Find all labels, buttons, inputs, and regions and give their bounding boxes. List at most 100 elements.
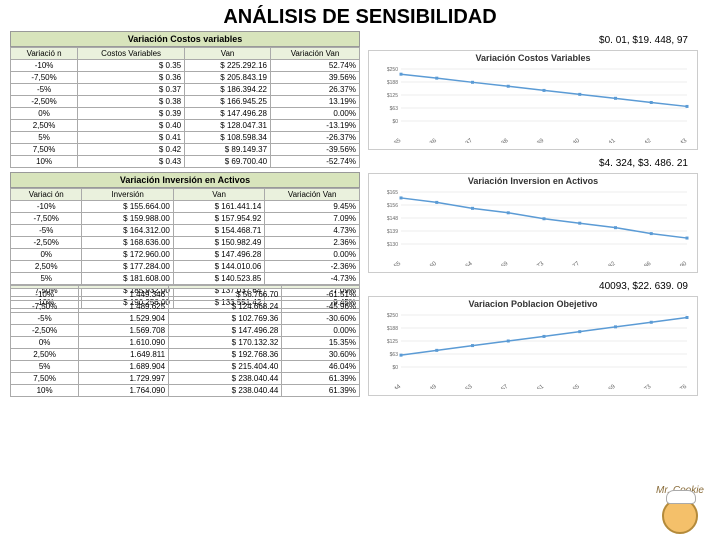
cell: $ 0.40 [78, 120, 185, 132]
page-title: ANÁLISIS DE SENSIBILIDAD [0, 0, 720, 31]
table-row: -7,50%1.489.625$ 124.668.24-45.96% [11, 301, 360, 313]
chart-inversion: Variación Inversion en Activos $155$160$… [368, 173, 698, 273]
charts-column: $0. 01, $19. 448, 97 Variación Costos Va… [368, 31, 698, 401]
cell: -39.56% [271, 144, 360, 156]
cell: 1.729.997 [79, 373, 169, 385]
cell: 15.35% [282, 337, 360, 349]
svg-text:$148: $148 [387, 216, 398, 222]
cell: $ 144.010.06 [173, 261, 264, 273]
cell: $ 181.608.00 [82, 273, 173, 285]
cookie-face-icon [662, 498, 698, 534]
cell: 2,50% [11, 261, 82, 273]
table-row: -10%$ 0.35$ 225.292.1652.74% [11, 60, 360, 72]
svg-text:1.57: 1.57 [497, 384, 510, 389]
cell: $ 124.668.24 [169, 301, 282, 313]
table-row: -5%$ 164.312.00$ 154.468.714.73% [11, 225, 360, 237]
cell: 46.04% [282, 361, 360, 373]
svg-text:$0,35: $0,35 [387, 138, 403, 143]
cell: 1.449.346 [79, 289, 169, 301]
cell: -5% [11, 313, 79, 325]
table-row: -10%1.449.346$ 56.766.70-61.51% [11, 289, 360, 301]
cell: 1.649.811 [79, 349, 169, 361]
cell: 0% [11, 108, 78, 120]
cell: -7,50% [11, 72, 78, 84]
cell: -5% [11, 225, 82, 237]
col-header: Variación Van [271, 48, 360, 60]
table-row: 7,50%1.729.997$ 238.040.4461.39% [11, 373, 360, 385]
table-row: 10%$ 0.43$ 69.700.40-52.74% [11, 156, 360, 168]
cell: 7,50% [11, 373, 79, 385]
cell: $ 238.040.44 [169, 385, 282, 397]
svg-text:$173: $173 [531, 261, 546, 266]
svg-text:$0,36: $0,36 [423, 138, 439, 143]
cell: -10% [11, 201, 82, 213]
col-header: Inversión [82, 189, 173, 201]
svg-text:$188: $188 [387, 326, 398, 332]
cell: 2,50% [11, 349, 79, 361]
svg-text:$156: $156 [387, 203, 398, 209]
table-row: 0%1.610.090$ 170.132.3215.35% [11, 337, 360, 349]
table-row: 7,50%$ 0.42$ 89.149.37-39.56% [11, 144, 360, 156]
chart-costos: Variación Costos Variables $0,35 $0,36 $0,… [368, 50, 698, 150]
cell: 26.37% [271, 84, 360, 96]
table-row: -5%1.529.904$ 102.769.36-30.60% [11, 313, 360, 325]
col-header: Variació n [11, 48, 78, 60]
cell: 0.00% [271, 108, 360, 120]
cell: $ 150.982.49 [173, 237, 264, 249]
chart3-title: Variacion Poblacion Obejetivo [369, 297, 697, 311]
cell: $ 192.768.36 [169, 349, 282, 361]
cell: $ 225.292.16 [185, 60, 271, 72]
cell: 52.74% [271, 60, 360, 72]
svg-text:1.76: 1.76 [675, 384, 688, 389]
cell: $ 154.468.71 [173, 225, 264, 237]
cell: -10% [11, 289, 79, 301]
cell: $ 128.047.31 [185, 120, 271, 132]
tables-column: Variación Costos variables Variació nCos… [10, 31, 360, 401]
caption-3: 40093, $22. 639. 09 [368, 277, 698, 296]
cell: $ 238.040.44 [169, 373, 282, 385]
cell: 61.39% [282, 373, 360, 385]
cell: $ 0.39 [78, 108, 185, 120]
cell: -5% [11, 84, 78, 96]
cell: $ 161.441.14 [173, 201, 264, 213]
table-row: -2,50%$ 0.38$ 166.945.2513.19% [11, 96, 360, 108]
svg-text:$186: $186 [638, 261, 653, 266]
cell: $ 0.36 [78, 72, 185, 84]
cell: -13.19% [271, 120, 360, 132]
table-poblacion: -10%1.449.346$ 56.766.70-61.51%-7,50%1.4… [10, 285, 360, 397]
cell: 13.19% [271, 96, 360, 108]
svg-text:$63: $63 [390, 352, 399, 358]
svg-text:$0,39: $0,39 [530, 138, 546, 143]
chart1-title: Variación Costos Variables [369, 51, 697, 65]
svg-text:$177: $177 [567, 261, 582, 266]
cell: $ 108.598.34 [185, 132, 271, 144]
svg-text:1.69: 1.69 [604, 384, 617, 389]
svg-text:$0,40: $0,40 [566, 138, 582, 143]
cell: -2,50% [11, 325, 79, 337]
cell: $ 0.35 [78, 60, 185, 72]
table-row: -2,50%$ 168.636.00$ 150.982.492.36% [11, 237, 360, 249]
cell: $ 147.496.28 [185, 108, 271, 120]
table-row: -5%$ 0.37$ 186.394.2226.37% [11, 84, 360, 96]
cell: $ 186.394.22 [185, 84, 271, 96]
svg-text:$0: $0 [392, 119, 398, 125]
cell: $ 215.404.40 [169, 361, 282, 373]
table-row: -10%$ 155.664.00$ 161.441.149.45% [11, 201, 360, 213]
table1-title: Variación Costos variables [10, 31, 360, 47]
svg-text:$188: $188 [387, 80, 398, 86]
cell: 4.73% [265, 225, 360, 237]
cell: -45.96% [282, 301, 360, 313]
table-row: 2,50%$ 0.40$ 128.047.31-13.19% [11, 120, 360, 132]
table-row: -7,50%$ 0.36$ 205.843.1939.56% [11, 72, 360, 84]
cell: 30.60% [282, 349, 360, 361]
cell: 9.45% [265, 201, 360, 213]
cell: 2.36% [265, 237, 360, 249]
svg-text:$250: $250 [387, 67, 398, 73]
cell: 1.529.904 [79, 313, 169, 325]
cell: $ 56.766.70 [169, 289, 282, 301]
cell: 0% [11, 337, 79, 349]
svg-text:$169: $169 [495, 261, 510, 266]
svg-text:$164: $164 [460, 261, 475, 266]
cell: $ 0.41 [78, 132, 185, 144]
svg-text:$0,37: $0,37 [458, 138, 474, 143]
